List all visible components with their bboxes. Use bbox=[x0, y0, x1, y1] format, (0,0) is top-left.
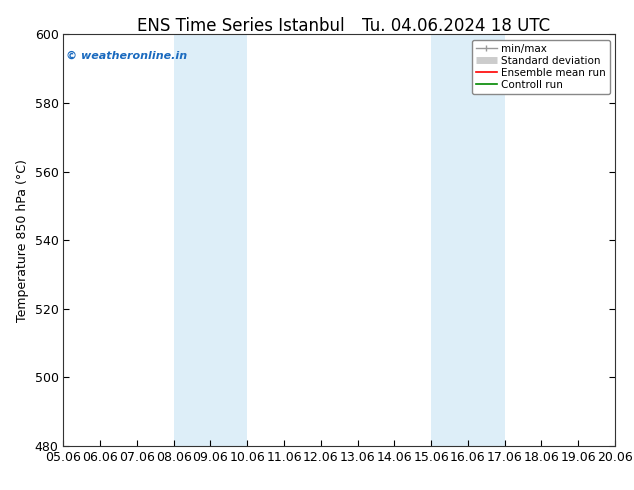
Bar bbox=[431, 34, 505, 446]
Text: © weatheronline.in: © weatheronline.in bbox=[66, 51, 187, 61]
Bar bbox=[174, 34, 247, 446]
Text: Tu. 04.06.2024 18 UTC: Tu. 04.06.2024 18 UTC bbox=[363, 17, 550, 35]
Legend: min/max, Standard deviation, Ensemble mean run, Controll run: min/max, Standard deviation, Ensemble me… bbox=[472, 40, 610, 94]
Y-axis label: Temperature 850 hPa (°C): Temperature 850 hPa (°C) bbox=[16, 159, 29, 321]
Text: ENS Time Series Istanbul: ENS Time Series Istanbul bbox=[137, 17, 345, 35]
